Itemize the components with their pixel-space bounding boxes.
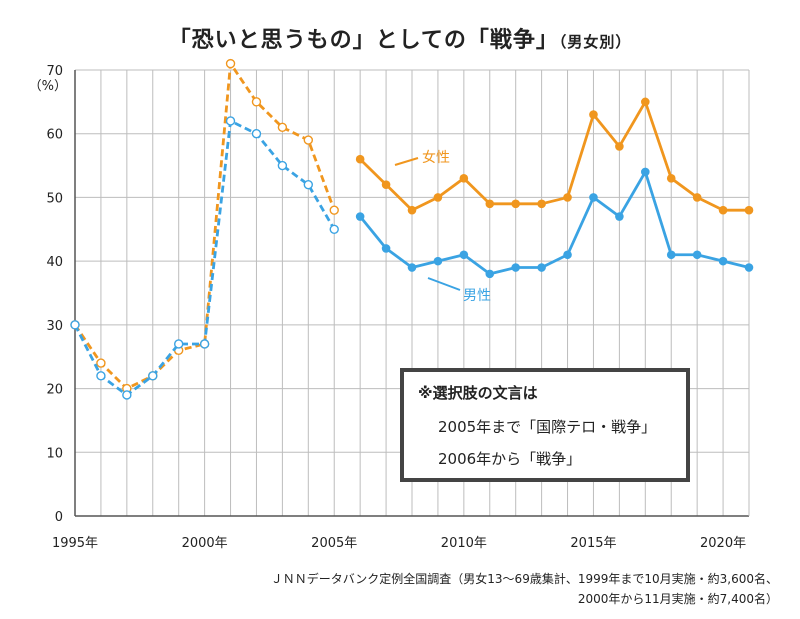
data-point-female [666,174,676,183]
data-point-female [96,358,106,368]
x-tick-label: 2010年 [441,536,487,551]
data-point-male [511,263,520,272]
data-point-female [251,97,262,107]
data-point-female [537,199,546,209]
y-tick-label: 20 [46,383,63,398]
data-point-male [148,371,158,381]
y-tick-label: 10 [46,446,63,461]
y-tick-label: 60 [46,128,63,143]
source-line-1: ＪＮＮデータバンク定例全国調査（男女13～69歳集計、1999年まで10月実施・… [270,572,778,586]
data-point-male [407,263,417,272]
chart-subtitle: （男女別） [558,33,632,51]
y-tick-label: 50 [46,191,63,206]
data-point-female [381,180,391,189]
note-box: ※選択肢の文言は 2005年まで「国際テロ・戦争」 2006年から「戦争」 [400,368,690,482]
data-point-female [615,142,624,151]
x-tick-label: 2000年 [182,536,228,551]
data-point-female [303,135,314,145]
data-point-female [433,193,443,202]
data-point-female [641,97,650,107]
data-point-male [303,179,314,190]
data-point-female [485,199,495,209]
data-point-male [589,193,598,202]
chart-title: 「恐いと思うもの」としての「戦争」（男女別） [0,22,800,54]
data-point-male [459,250,469,260]
data-point-female [459,174,469,183]
data-point-female [589,110,598,119]
data-point-male [692,250,702,260]
y-tick-label: 40 [46,255,63,270]
data-point-male [251,129,262,139]
data-point-male [173,339,184,349]
data-point-female [511,199,520,209]
series-line-male-solid [359,170,750,276]
data-point-male [433,256,443,266]
data-point-male [199,339,210,349]
data-point-female [277,122,288,133]
data-point-male [96,371,106,381]
axes: 0 10 20 30 40 50 60 70（%） 1995年 2000年 2005年 2010年 20… [29,64,750,551]
chart-title-main: 「恐いと思うもの」としての「戦争」 [168,28,559,53]
x-tick-label: 2015年 [570,536,616,551]
data-point-male [537,263,546,272]
series-label-male: 男性 [463,288,491,304]
data-point-female [355,154,365,164]
data-point-male [718,256,728,266]
x-tick-label: 1995年 [52,536,98,551]
data-point-female [563,193,572,202]
note-line-2: 2006年から「戦争」 [438,450,582,468]
series-line-female-solid [359,100,749,212]
x-tick-label: 2020年 [700,536,746,551]
data-point-male [744,263,754,272]
data-point-male [225,116,236,126]
source-line-2: 2000年から11月実施・約7,400名） [577,592,778,606]
note-heading: ※選択肢の文言は [418,384,538,402]
label-leader-female [394,157,419,166]
data-point-male [70,320,80,330]
data-point-male [563,250,572,260]
data-point-male [277,160,288,171]
data-point-female [329,205,339,215]
y-tick-label: 0 [55,510,63,525]
data-point-male [666,250,676,260]
data-point-female [225,58,236,69]
data-point-female [718,205,728,215]
y-tick-label: 30 [46,319,63,334]
data-point-male [329,224,339,234]
y-axis-unit: （%） [29,79,67,94]
data-point-male [122,390,132,400]
data-point-female [744,205,754,215]
label-leader-male [427,277,461,291]
data-point-male [485,269,495,279]
data-point-male [641,167,650,177]
y-tick-label: 70 [46,64,63,79]
series-line-female-dashed [73,62,336,390]
data-point-male [355,212,365,221]
data-point-female [407,205,417,215]
data-point-male [615,212,624,221]
x-tick-label: 2005年 [311,536,357,551]
data-point-female [692,193,702,202]
series-label-female: 女性 [422,149,450,166]
note-line-1: 2005年まで「国際テロ・戦争」 [438,418,657,436]
data-point-male [381,244,391,253]
